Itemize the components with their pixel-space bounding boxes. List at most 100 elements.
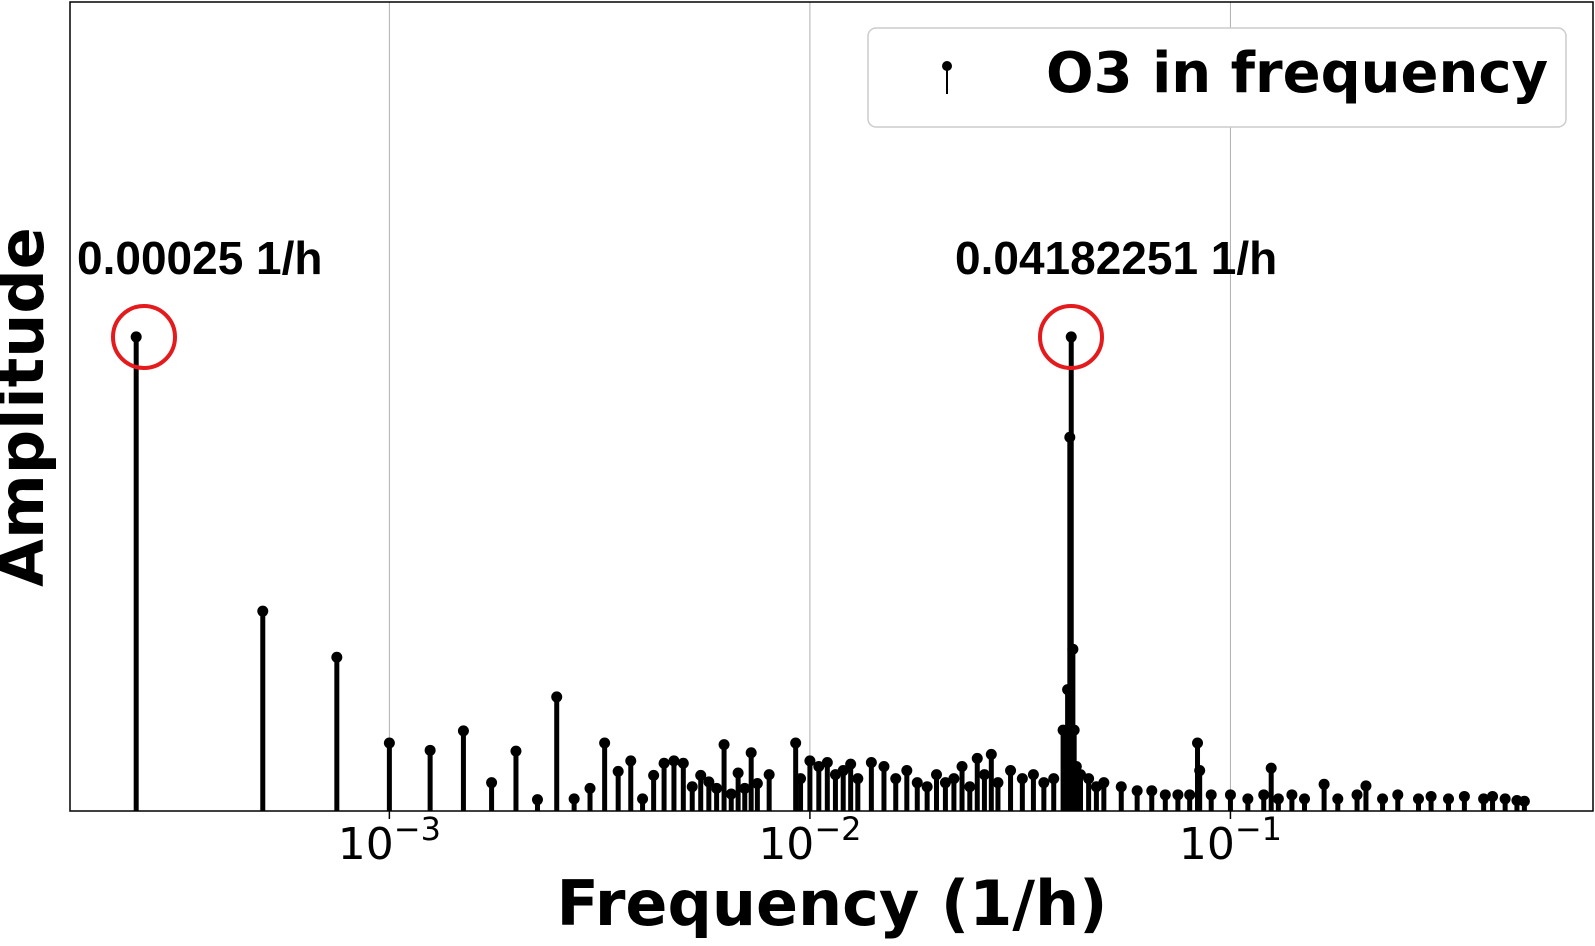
x-tick-label: 10−2: [758, 810, 861, 870]
stem-marker: [1005, 765, 1017, 777]
legend-marker: [942, 61, 952, 71]
stem-marker: [568, 793, 580, 805]
stem-marker: [257, 605, 269, 617]
stem-marker: [1192, 737, 1204, 749]
stem-marker: [739, 782, 751, 794]
stem-marker: [845, 758, 857, 770]
stem-marker: [1172, 789, 1184, 801]
stem-marker: [718, 739, 730, 751]
stem-marker: [992, 777, 1004, 789]
stem-marker: [1478, 793, 1490, 805]
stem-marker: [865, 756, 877, 768]
x-tick-label: 10−1: [1179, 810, 1282, 870]
plot-frame: [69, 1, 1594, 812]
stem-marker: [1159, 789, 1171, 801]
stem-marker: [821, 756, 833, 768]
stem-marker: [1377, 793, 1389, 805]
stem-marker: [813, 761, 825, 773]
stem-marker: [1146, 785, 1158, 797]
annotation: 0.00025 1/h: [77, 232, 323, 284]
stem-marker: [964, 781, 976, 793]
legend: O3 in frequency: [867, 27, 1567, 128]
stem-marker: [890, 773, 902, 785]
stem-marker: [510, 745, 522, 757]
stem-marker: [931, 769, 943, 781]
stem-marker: [424, 744, 436, 756]
stem-marker: [790, 737, 802, 749]
highlight-circle: [1038, 304, 1104, 370]
stem-marker: [971, 752, 983, 764]
stem-marker: [1499, 793, 1511, 805]
stem-marker: [1351, 789, 1363, 801]
stem-marker: [383, 737, 395, 749]
stem-marker: [584, 782, 596, 794]
grid: [388, 2, 1232, 819]
stem-marker: [686, 781, 698, 793]
stem-marker: [1184, 789, 1196, 801]
stem-marker: [677, 757, 689, 769]
stem-marker: [939, 777, 951, 789]
stem-marker: [1332, 793, 1344, 805]
stems: [130, 331, 1530, 811]
stem-marker: [911, 777, 923, 789]
stem-marker: [457, 725, 469, 737]
stem-marker: [1272, 793, 1284, 805]
stem-marker: [804, 755, 816, 767]
stem-marker: [1067, 643, 1079, 655]
stem-marker: [625, 755, 637, 767]
y-axis-label: Amplitude: [0, 227, 58, 587]
stem-marker: [1070, 761, 1082, 773]
stem-marker: [1016, 773, 1028, 785]
stem-marker: [1065, 331, 1077, 343]
stem-marker: [725, 788, 737, 800]
stem-marker: [1518, 795, 1530, 807]
stem-marker: [1487, 790, 1499, 802]
highlight-circle: [111, 304, 177, 370]
stem-marker: [837, 765, 849, 777]
stem-marker: [1083, 773, 1095, 785]
stem-marker: [732, 767, 744, 779]
stem-marker: [599, 737, 611, 749]
stem-marker: [745, 747, 757, 759]
stem-marker: [486, 777, 498, 789]
legend-label: O3 in frequency: [1046, 41, 1548, 106]
stem-marker: [1298, 793, 1310, 805]
stem-marker: [1068, 724, 1080, 736]
legend-box: [867, 27, 1567, 128]
stem-marker: [1412, 793, 1424, 805]
stem-marker: [751, 777, 763, 789]
stem-marker: [1258, 789, 1270, 801]
stem-marker: [878, 761, 890, 773]
stem-marker: [1038, 777, 1050, 789]
stem-marker: [531, 794, 543, 806]
stem-marker: [648, 769, 660, 781]
stem-marker: [668, 755, 680, 767]
stem-marker: [551, 691, 563, 703]
stem-marker: [921, 781, 933, 793]
stem-marker: [1458, 790, 1470, 802]
stem-marker: [1075, 769, 1087, 781]
stem-marker: [331, 651, 343, 663]
x-tick-label: 10−3: [338, 810, 441, 870]
stem-marker: [763, 769, 775, 781]
stem-marker: [1392, 789, 1404, 801]
stem-marker: [637, 793, 649, 805]
stem-marker: [978, 769, 990, 781]
stem-marker: [1224, 789, 1236, 801]
stem-marker: [795, 773, 807, 785]
stem-marker: [1194, 765, 1206, 777]
stem-marker: [1205, 789, 1217, 801]
stem-marker: [711, 782, 723, 794]
stem-marker: [985, 748, 997, 760]
stem-marker: [1027, 769, 1039, 781]
annotation: 0.04182251 1/h: [955, 232, 1277, 284]
stem-marker: [1360, 780, 1372, 792]
stem-marker: [948, 773, 960, 785]
stem-marker: [1265, 762, 1277, 774]
stem-marker: [658, 757, 670, 769]
stem-marker: [695, 769, 707, 781]
stem-marker: [901, 765, 913, 777]
stem-marker: [1442, 793, 1454, 805]
x-axis-label: Frequency (1/h): [556, 867, 1107, 940]
